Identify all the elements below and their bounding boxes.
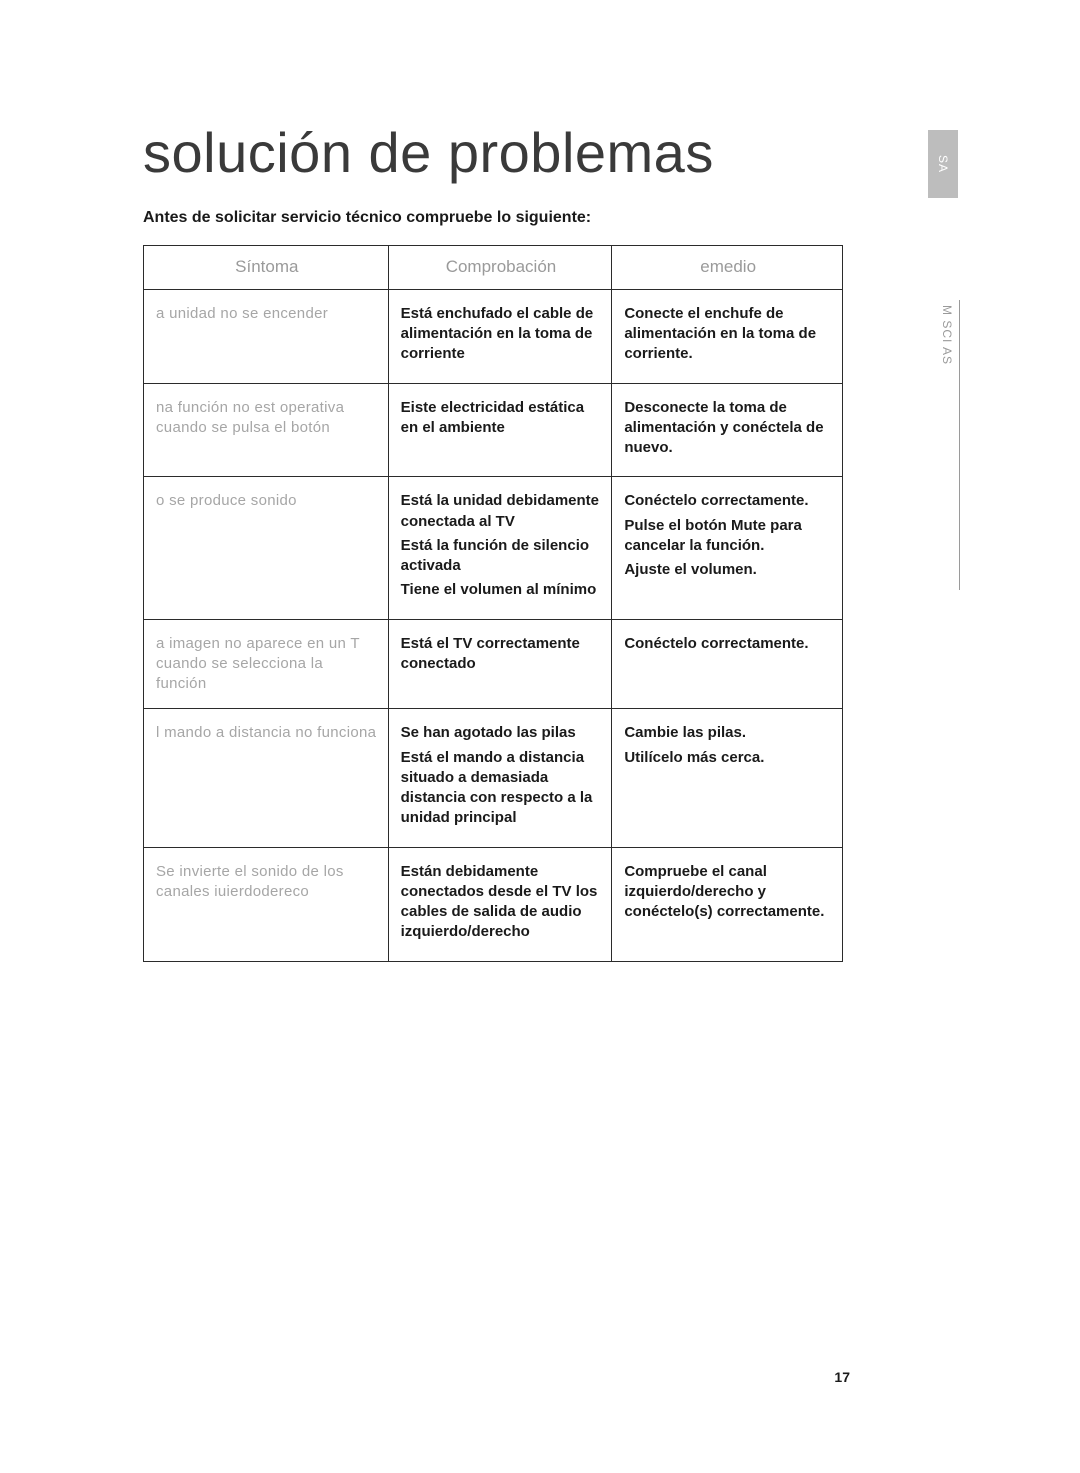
page: SA M SCI AS solución de problemas Antes … [0, 0, 1080, 1473]
side-tab-label: SA [936, 155, 950, 173]
symptom-cell: a unidad no se encender [144, 289, 389, 383]
remedy-item: Conéctelo correctamente. [624, 491, 832, 511]
check-item: Tiene el volumen al mínimo [401, 580, 602, 600]
table-header-row: Síntoma Comprobación emedio [144, 246, 843, 290]
table-row: Se invierte el sonido de los canales iui… [144, 847, 843, 961]
side-section-label: M SCI AS [940, 305, 954, 365]
header-symptom: Síntoma [144, 246, 389, 290]
side-line [959, 300, 960, 590]
remedy-item: Pulse el botón Mute para cancelar la fun… [624, 516, 832, 557]
table-body: a unidad no se encender Está enchufado e… [144, 289, 843, 961]
symptom-cell: o se produce sonido [144, 477, 389, 619]
symptom-cell: l mando a distancia no funciona [144, 709, 389, 847]
content-area: solución de problemas Antes de solicitar… [143, 120, 843, 962]
troubleshooting-table: Síntoma Comprobación emedio a unidad no … [143, 245, 843, 962]
check-item: Están debidamente conectados desde el TV… [401, 862, 602, 943]
symptom-cell: na función no est operativa cuando se pu… [144, 383, 389, 477]
header-remedy: emedio [612, 246, 843, 290]
check-item: Está la función de silencio activada [401, 536, 602, 577]
check-cell: Está el TV correctamente conectado [388, 619, 612, 709]
table-row: a unidad no se encender Está enchufado e… [144, 289, 843, 383]
remedy-item: Desconecte la toma de alimentación y con… [624, 398, 832, 459]
check-cell: Está enchufado el cable de alimentación … [388, 289, 612, 383]
check-cell: Están debidamente conectados desde el TV… [388, 847, 612, 961]
page-subtitle: Antes de solicitar servicio técnico comp… [143, 209, 843, 227]
check-item: Está enchufado el cable de alimentación … [401, 304, 602, 365]
symptom-cell: a imagen no aparece en un T cuando se se… [144, 619, 389, 709]
check-cell: Eiste electricidad estática en el ambien… [388, 383, 612, 477]
remedy-item: Compruebe el canal izquierdo/derecho y c… [624, 862, 832, 923]
remedy-cell: Desconecte la toma de alimentación y con… [612, 383, 843, 477]
remedy-cell: Conecte el enchufe de alimentación en la… [612, 289, 843, 383]
table-row: na función no est operativa cuando se pu… [144, 383, 843, 477]
check-item: Se han agotado las pilas [401, 723, 602, 743]
check-item: Eiste electricidad estática en el ambien… [401, 398, 602, 439]
header-check: Comprobación [388, 246, 612, 290]
check-item: Está la unidad debidamente conectada al … [401, 491, 602, 532]
remedy-cell: Conéctelo correctamente. Pulse el botón … [612, 477, 843, 619]
remedy-cell: Conéctelo correctamente. [612, 619, 843, 709]
remedy-cell: Cambie las pilas. Utilícelo más cerca. [612, 709, 843, 847]
remedy-item: Cambie las pilas. [624, 723, 832, 743]
check-cell: Se han agotado las pilas Está el mando a… [388, 709, 612, 847]
table-row: o se produce sonido Está la unidad debid… [144, 477, 843, 619]
symptom-cell: Se invierte el sonido de los canales iui… [144, 847, 389, 961]
page-number: 17 [834, 1369, 850, 1385]
remedy-item: Utilícelo más cerca. [624, 748, 832, 768]
side-tab: SA [928, 130, 958, 198]
check-cell: Está la unidad debidamente conectada al … [388, 477, 612, 619]
table-row: l mando a distancia no funciona Se han a… [144, 709, 843, 847]
remedy-item: Conecte el enchufe de alimentación en la… [624, 304, 832, 365]
remedy-cell: Compruebe el canal izquierdo/derecho y c… [612, 847, 843, 961]
check-item: Está el TV correctamente conectado [401, 634, 602, 675]
remedy-item: Ajuste el volumen. [624, 560, 832, 580]
table-row: a imagen no aparece en un T cuando se se… [144, 619, 843, 709]
page-title: solución de problemas [143, 120, 843, 185]
check-item: Está el mando a distancia situado a dema… [401, 748, 602, 829]
remedy-item: Conéctelo correctamente. [624, 634, 832, 654]
